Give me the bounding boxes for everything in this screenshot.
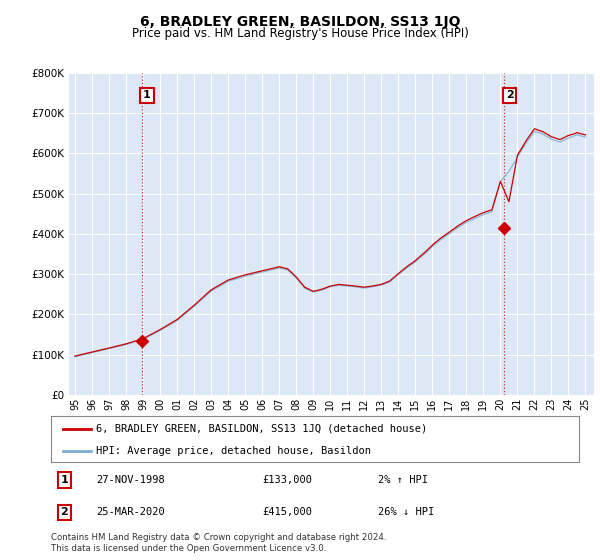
Text: £415,000: £415,000 (262, 507, 312, 517)
Text: 25-MAR-2020: 25-MAR-2020 (96, 507, 164, 517)
Text: 1: 1 (143, 90, 151, 100)
Text: Contains HM Land Registry data © Crown copyright and database right 2024.
This d: Contains HM Land Registry data © Crown c… (51, 533, 386, 553)
Text: 6, BRADLEY GREEN, BASILDON, SS13 1JQ (detached house): 6, BRADLEY GREEN, BASILDON, SS13 1JQ (de… (96, 424, 427, 434)
Text: 2% ↑ HPI: 2% ↑ HPI (379, 475, 428, 485)
Text: Price paid vs. HM Land Registry's House Price Index (HPI): Price paid vs. HM Land Registry's House … (131, 27, 469, 40)
Text: 1: 1 (61, 475, 68, 485)
Text: £133,000: £133,000 (262, 475, 312, 485)
Text: 2: 2 (506, 90, 514, 100)
Text: HPI: Average price, detached house, Basildon: HPI: Average price, detached house, Basi… (96, 446, 371, 455)
Text: 6, BRADLEY GREEN, BASILDON, SS13 1JQ: 6, BRADLEY GREEN, BASILDON, SS13 1JQ (140, 15, 460, 29)
Text: 26% ↓ HPI: 26% ↓ HPI (379, 507, 434, 517)
Text: 2: 2 (61, 507, 68, 517)
Text: 27-NOV-1998: 27-NOV-1998 (96, 475, 164, 485)
